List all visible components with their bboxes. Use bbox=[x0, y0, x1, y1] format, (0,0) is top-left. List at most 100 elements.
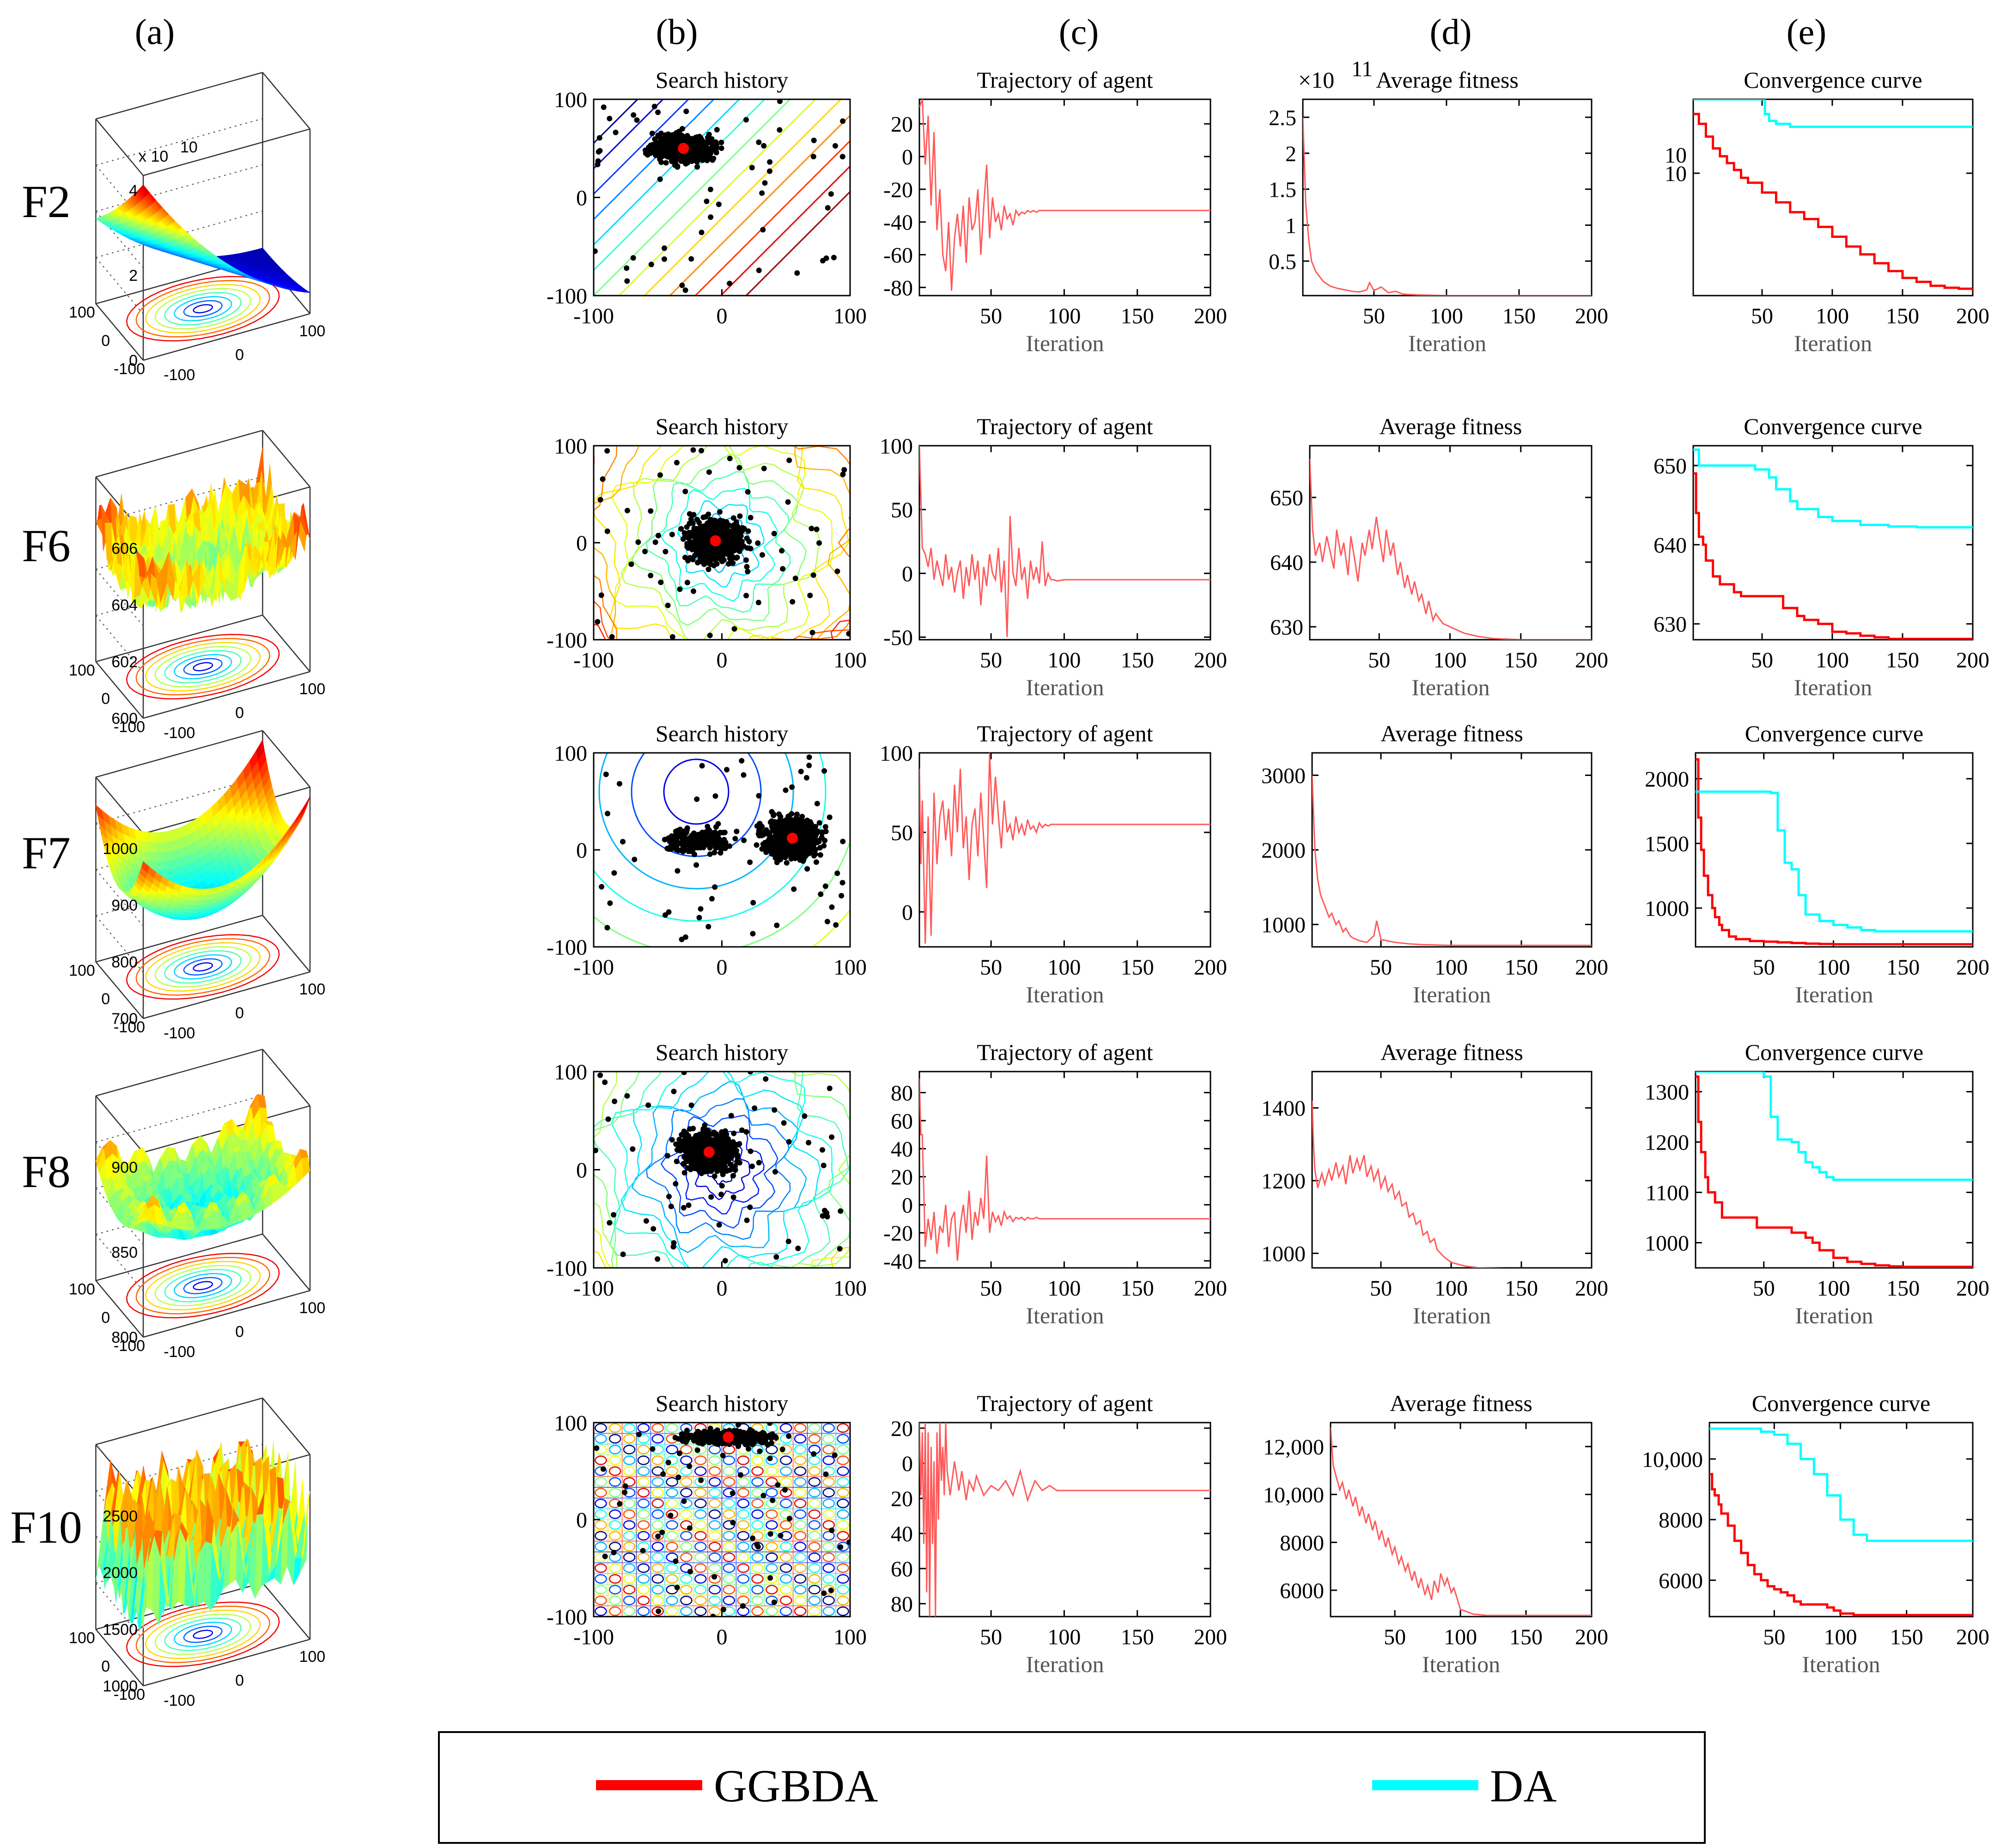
x-tick-label: -100 bbox=[573, 304, 614, 328]
search-point bbox=[684, 524, 690, 530]
grid-line bbox=[95, 569, 144, 626]
y-tick-label: 20 bbox=[891, 112, 913, 137]
search-point bbox=[760, 552, 766, 558]
column-label: (d) bbox=[1430, 12, 1472, 52]
grid-line bbox=[96, 118, 263, 166]
y-tick-label: -80 bbox=[883, 276, 913, 300]
xy-tick-label: 0 bbox=[235, 704, 244, 722]
search-point bbox=[814, 800, 820, 806]
floor-contour bbox=[145, 284, 261, 333]
contour-line bbox=[405, 501, 987, 1083]
x-tick-label: 200 bbox=[1194, 648, 1227, 673]
search-point bbox=[600, 476, 606, 482]
search-point bbox=[827, 814, 833, 820]
search-point bbox=[840, 118, 846, 124]
floor-contour bbox=[126, 276, 280, 342]
search-point bbox=[769, 809, 775, 815]
search-point bbox=[665, 146, 671, 152]
xy-tick-label: -100 bbox=[164, 1024, 195, 1042]
floor-contour bbox=[135, 938, 270, 996]
search-point bbox=[791, 844, 797, 850]
box-edge bbox=[143, 671, 310, 719]
series-line-agent bbox=[919, 753, 1210, 944]
search-point bbox=[697, 138, 703, 144]
floor-contour bbox=[193, 662, 213, 672]
xy-tick-label: 100 bbox=[299, 322, 326, 340]
search-point bbox=[710, 141, 716, 147]
search-point bbox=[611, 870, 617, 876]
search-point bbox=[598, 592, 604, 598]
y-tick-label: 100 bbox=[554, 741, 587, 766]
floor-contours bbox=[126, 634, 280, 700]
search-point bbox=[724, 538, 730, 544]
search-point bbox=[616, 781, 622, 787]
search-point bbox=[678, 847, 684, 853]
search-point bbox=[737, 513, 743, 519]
search-point bbox=[783, 843, 789, 849]
contour-line bbox=[594, 99, 766, 272]
z-tick-label: 2 bbox=[129, 267, 138, 285]
search-point bbox=[689, 520, 695, 526]
y-tick-label: -50 bbox=[883, 625, 913, 650]
search-point bbox=[690, 588, 696, 594]
search-point bbox=[727, 560, 733, 566]
surface-patch bbox=[301, 796, 310, 813]
y-tick-label: -40 bbox=[883, 211, 913, 235]
row-label: F2 bbox=[22, 176, 71, 227]
search-point bbox=[675, 868, 681, 874]
y-tick-label: 640 bbox=[1654, 533, 1687, 557]
search-point bbox=[814, 526, 820, 532]
search-point bbox=[648, 572, 654, 578]
search-point bbox=[648, 148, 654, 154]
grid-line bbox=[95, 915, 144, 973]
search-point bbox=[784, 860, 790, 866]
search-point bbox=[705, 146, 711, 152]
search-point bbox=[677, 826, 683, 832]
search-point bbox=[677, 134, 683, 140]
search-point bbox=[756, 267, 762, 273]
x-tick-label: 150 bbox=[1505, 955, 1538, 980]
search-point bbox=[711, 155, 717, 161]
contour-line bbox=[811, 909, 850, 947]
xy-tick-label: -100 bbox=[164, 724, 195, 742]
y-tick-label: 10 bbox=[1665, 162, 1687, 186]
y-tick-label: 2 bbox=[1285, 142, 1296, 166]
search-point bbox=[763, 828, 769, 834]
search-point bbox=[687, 511, 693, 517]
search-point bbox=[699, 448, 705, 454]
search-point bbox=[822, 824, 828, 830]
search-point bbox=[699, 543, 705, 549]
contour-line bbox=[594, 446, 850, 640]
labels-layer: (a) (b) (c) (d) (e) bbox=[135, 12, 1827, 52]
search-point bbox=[727, 280, 733, 286]
search-point bbox=[654, 147, 660, 153]
search-point bbox=[655, 533, 661, 539]
floor-contour bbox=[174, 654, 232, 679]
x-tick-label: 200 bbox=[1956, 304, 1989, 328]
contour-line bbox=[598, 753, 794, 890]
box-edge bbox=[262, 430, 310, 488]
grid-line bbox=[96, 164, 263, 212]
search-point bbox=[796, 827, 802, 833]
search-point bbox=[780, 566, 786, 572]
floor-contour bbox=[154, 646, 251, 688]
search-point bbox=[780, 837, 786, 843]
z-axis-exponent: 10 bbox=[180, 139, 198, 156]
box-edge bbox=[96, 72, 263, 120]
box-edge bbox=[262, 72, 310, 130]
contour-line bbox=[438, 533, 955, 1050]
search-point bbox=[685, 557, 691, 563]
x-tick-label: 100 bbox=[1816, 648, 1849, 673]
search-point bbox=[683, 830, 689, 836]
search-point bbox=[681, 835, 687, 841]
search-point bbox=[705, 533, 711, 539]
search-point bbox=[789, 784, 795, 790]
box-edge bbox=[95, 776, 144, 834]
search-points bbox=[599, 754, 846, 942]
search-point bbox=[719, 548, 725, 554]
x-tick-label: 150 bbox=[1886, 648, 1919, 673]
search-point bbox=[595, 158, 601, 164]
